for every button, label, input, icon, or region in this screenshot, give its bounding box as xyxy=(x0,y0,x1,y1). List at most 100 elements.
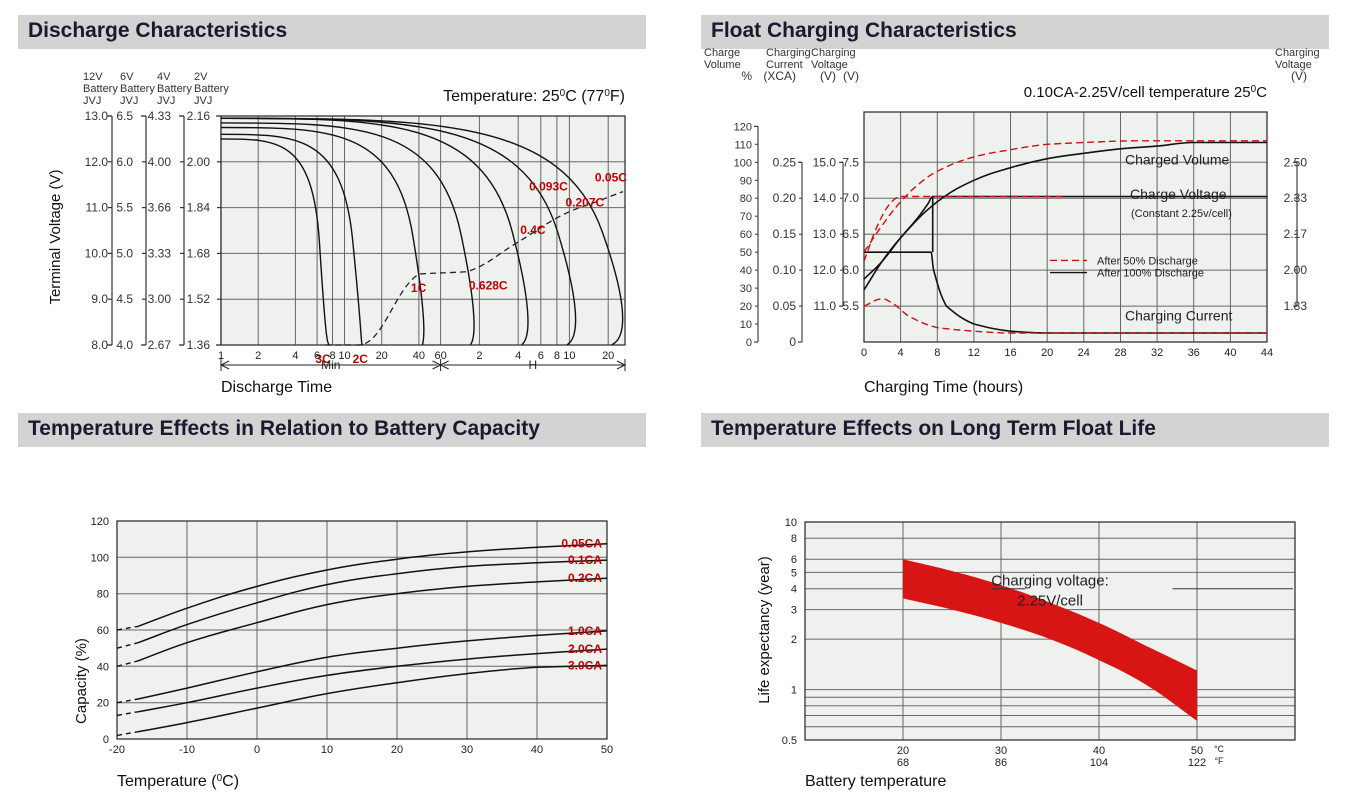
svg-text:0: 0 xyxy=(103,734,109,746)
svg-text:20: 20 xyxy=(1041,347,1053,359)
svg-text:4: 4 xyxy=(791,584,797,596)
svg-text:50: 50 xyxy=(601,744,613,756)
svg-text:3.00: 3.00 xyxy=(148,292,172,306)
svg-text:50: 50 xyxy=(1191,745,1203,757)
svg-text:20: 20 xyxy=(602,350,614,362)
svg-text:40: 40 xyxy=(1093,745,1105,757)
svg-text:8: 8 xyxy=(934,347,940,359)
svg-text:50: 50 xyxy=(740,247,752,259)
svg-text:60: 60 xyxy=(97,625,109,637)
svg-text:(Constant 2.25v/cell): (Constant 2.25v/cell) xyxy=(1131,208,1232,220)
svg-text:JVJ: JVJ xyxy=(194,95,212,107)
svg-text:60: 60 xyxy=(434,350,446,362)
svg-text:After 50% Discharge: After 50% Discharge xyxy=(1097,255,1198,267)
svg-text:20: 20 xyxy=(376,350,388,362)
svg-text:Charging Current: Charging Current xyxy=(1125,307,1232,323)
svg-text:4.0: 4.0 xyxy=(116,338,133,352)
svg-text:60: 60 xyxy=(740,229,752,241)
svg-text:3: 3 xyxy=(791,605,797,617)
svg-text:Battery temperature: Battery temperature xyxy=(805,773,947,790)
svg-text:Volume: Volume xyxy=(704,59,741,71)
svg-text:0.628C: 0.628C xyxy=(469,279,508,293)
svg-text:0.10: 0.10 xyxy=(773,263,797,277)
svg-text:8.0: 8.0 xyxy=(91,338,108,352)
svg-text:8: 8 xyxy=(554,350,560,362)
svg-text:20: 20 xyxy=(97,698,109,710)
svg-text:0.093C: 0.093C xyxy=(529,180,568,194)
svg-text:0.10CA-2.25V/cell temperature: 0.10CA-2.25V/cell temperature 250C xyxy=(1024,84,1267,101)
svg-text:Charging: Charging xyxy=(1275,47,1320,59)
svg-text:100: 100 xyxy=(734,157,752,169)
svg-text:10: 10 xyxy=(321,744,333,756)
svg-text:-20: -20 xyxy=(109,744,125,756)
svg-text:2C: 2C xyxy=(353,352,369,366)
svg-text:6.0: 6.0 xyxy=(842,263,859,277)
svg-text:2: 2 xyxy=(791,634,797,646)
svg-text:JVJ: JVJ xyxy=(83,95,101,107)
svg-text:%: % xyxy=(741,69,752,83)
svg-text:(V): (V) xyxy=(820,69,836,83)
svg-text:10.0: 10.0 xyxy=(85,246,109,260)
svg-text:0: 0 xyxy=(746,337,752,349)
svg-text:Charging voltage:: Charging voltage: xyxy=(991,573,1109,590)
svg-text:120: 120 xyxy=(91,516,109,528)
svg-text:4V: 4V xyxy=(157,71,171,83)
svg-text:80: 80 xyxy=(740,193,752,205)
svg-text:20: 20 xyxy=(391,744,403,756)
svg-text:1.68: 1.68 xyxy=(187,246,211,260)
svg-text:1.84: 1.84 xyxy=(187,201,211,215)
svg-text:9.0: 9.0 xyxy=(91,292,108,306)
svg-text:7.0: 7.0 xyxy=(842,191,859,205)
svg-text:6V: 6V xyxy=(120,71,134,83)
svg-text:Charge Voltage: Charge Voltage xyxy=(1130,186,1227,202)
svg-text:0: 0 xyxy=(789,335,796,349)
svg-text:16: 16 xyxy=(1004,347,1016,359)
svg-text:Temperature (0C): Temperature (0C) xyxy=(117,773,239,790)
svg-text:(V): (V) xyxy=(1291,69,1307,83)
svg-text:10: 10 xyxy=(785,517,797,529)
svg-text:120: 120 xyxy=(734,121,752,133)
svg-text:5.5: 5.5 xyxy=(842,299,859,313)
svg-text:1.36: 1.36 xyxy=(187,338,211,352)
svg-text:1.0CA: 1.0CA xyxy=(568,624,602,638)
svg-text:(XCA): (XCA) xyxy=(763,69,796,83)
svg-text:110: 110 xyxy=(734,139,752,151)
svg-text:40: 40 xyxy=(1224,347,1236,359)
svg-text:Battery: Battery xyxy=(120,83,155,95)
svg-text:1: 1 xyxy=(218,350,224,362)
svg-text:40: 40 xyxy=(740,265,752,277)
svg-text:2.16: 2.16 xyxy=(187,109,211,123)
svg-text:4.33: 4.33 xyxy=(148,109,172,123)
svg-text:H: H xyxy=(528,358,537,372)
svg-text:13.0: 13.0 xyxy=(85,109,109,123)
svg-text:20: 20 xyxy=(740,301,752,313)
svg-text:104: 104 xyxy=(1090,757,1108,769)
svg-text:0: 0 xyxy=(254,744,260,756)
svg-text:32: 32 xyxy=(1151,347,1163,359)
svg-text:0: 0 xyxy=(861,347,867,359)
svg-text:5.0: 5.0 xyxy=(116,246,133,260)
svg-text:After 100% Discharge: After 100% Discharge xyxy=(1097,268,1204,280)
svg-text:11.0: 11.0 xyxy=(86,201,109,215)
svg-text:Charging: Charging xyxy=(766,47,811,59)
svg-text:-10: -10 xyxy=(179,744,195,756)
svg-text:Temperature: 250C (770F): Temperature: 250C (770F) xyxy=(443,88,625,105)
svg-text:Charging: Charging xyxy=(811,47,856,59)
svg-text:Battery: Battery xyxy=(83,83,118,95)
svg-text:12V: 12V xyxy=(83,71,103,83)
svg-text:4: 4 xyxy=(515,350,521,362)
svg-text:JVJ: JVJ xyxy=(157,95,175,107)
svg-text:70: 70 xyxy=(740,211,752,223)
svg-text:0.207C: 0.207C xyxy=(566,196,605,210)
svg-text:6.5: 6.5 xyxy=(842,227,859,241)
svg-text:6.5: 6.5 xyxy=(116,109,133,123)
svg-text:6: 6 xyxy=(791,554,797,566)
svg-text:Battery: Battery xyxy=(157,83,192,95)
svg-text:80: 80 xyxy=(97,589,109,601)
svg-text:Battery: Battery xyxy=(194,83,229,95)
svg-text:24: 24 xyxy=(1078,347,1090,359)
svg-text:3.66: 3.66 xyxy=(148,201,172,215)
svg-text:Discharge Time: Discharge Time xyxy=(221,379,332,396)
svg-text:2.00: 2.00 xyxy=(187,155,211,169)
svg-text:12.0: 12.0 xyxy=(85,155,109,169)
